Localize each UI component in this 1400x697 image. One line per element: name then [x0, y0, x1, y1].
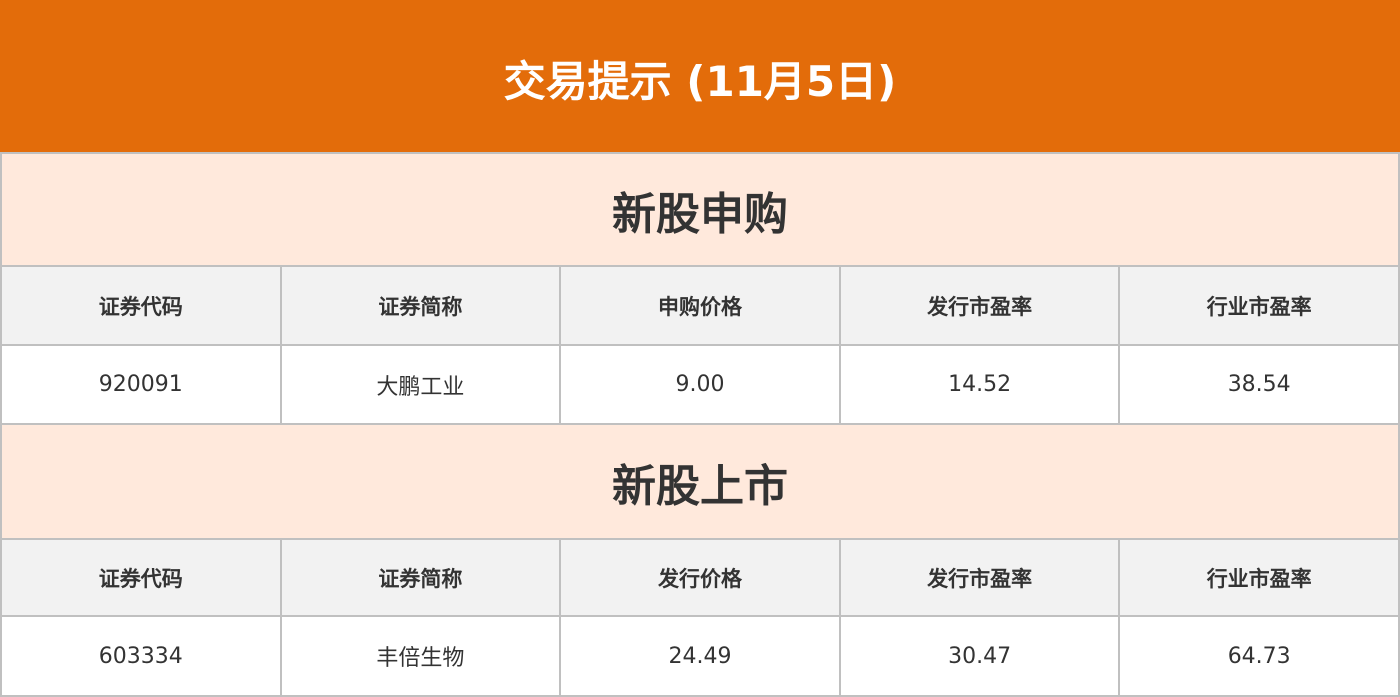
table-row: 603334 丰倍生物 24.49 30.47 64.73 — [0, 615, 1400, 697]
column-header: 行业市盈率 — [1118, 265, 1400, 346]
cell: 丰倍生物 — [279, 615, 562, 697]
cell: 大鹏工业 — [279, 344, 562, 425]
cell: 14.52 — [838, 344, 1121, 425]
cell: 603334 — [0, 615, 282, 697]
column-header: 行业市盈率 — [1118, 538, 1400, 617]
column-header: 证券代码 — [0, 538, 282, 617]
column-header: 证券代码 — [0, 265, 282, 346]
cell: 9.00 — [559, 344, 841, 425]
section-title: 新股申购 — [0, 152, 1400, 267]
page-title: 交易提示 (11月5日) — [0, 0, 1400, 152]
cell: 38.54 — [1118, 344, 1400, 425]
section-row-listing: 新股上市 — [0, 423, 1400, 540]
cell: 64.73 — [1118, 615, 1400, 697]
column-header: 证券简称 — [279, 538, 562, 617]
cell: 30.47 — [838, 615, 1121, 697]
trading-tips-table: 新股申购 证券代码 证券简称 申购价格 发行市盈率 行业市盈率 920091 大… — [0, 152, 1400, 697]
column-header: 证券简称 — [279, 265, 562, 346]
header-row: 证券代码 证券简称 申购价格 发行市盈率 行业市盈率 — [0, 265, 1400, 346]
column-header: 发行市盈率 — [838, 265, 1121, 346]
column-header: 申购价格 — [559, 265, 841, 346]
section-row-subscription: 新股申购 — [0, 152, 1400, 267]
column-header: 发行市盈率 — [838, 538, 1121, 617]
cell: 24.49 — [559, 615, 841, 697]
section-title: 新股上市 — [0, 423, 1400, 540]
cell: 920091 — [0, 344, 282, 425]
table-row: 920091 大鹏工业 9.00 14.52 38.54 — [0, 344, 1400, 425]
header-row: 证券代码 证券简称 发行价格 发行市盈率 行业市盈率 — [0, 538, 1400, 617]
column-header: 发行价格 — [559, 538, 841, 617]
